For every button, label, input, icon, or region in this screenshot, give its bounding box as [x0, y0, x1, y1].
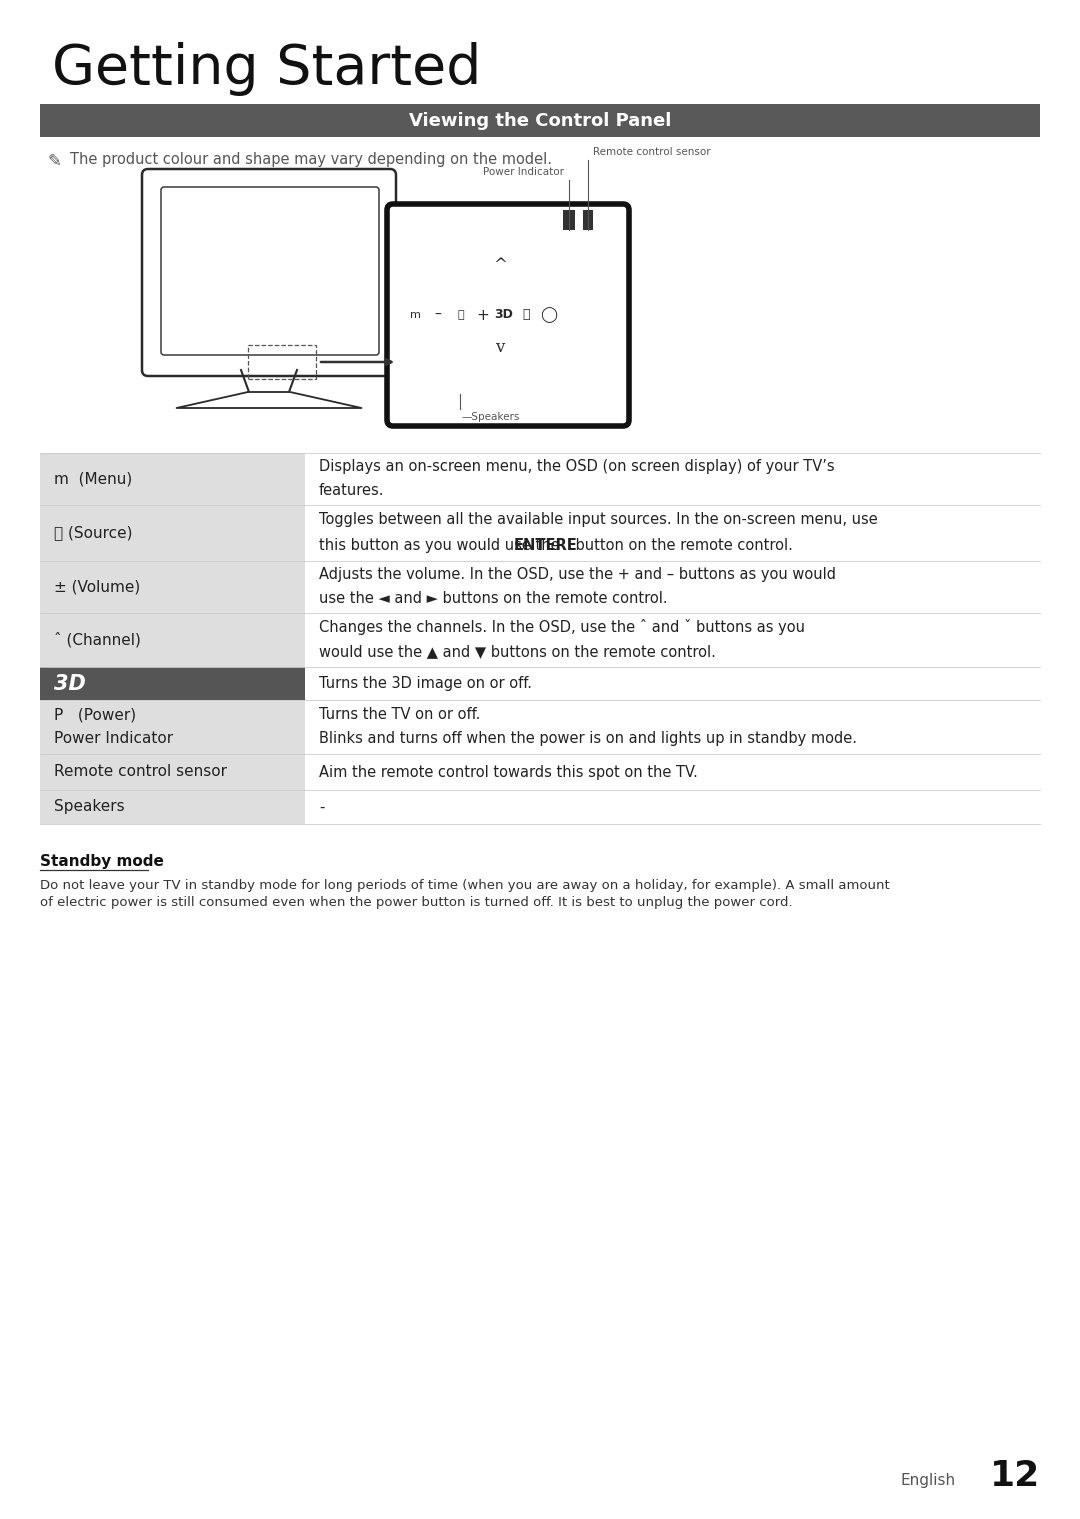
Text: —Speakers: —Speakers — [462, 412, 521, 422]
Bar — [305, 453, 1040, 504]
Text: ^: ^ — [494, 257, 507, 273]
Text: Getting Started: Getting Started — [52, 43, 482, 96]
Bar — [40, 700, 305, 753]
Text: would use the ▲ and ▼ buttons on the remote control.: would use the ▲ and ▼ buttons on the rem… — [319, 644, 716, 659]
Text: m: m — [409, 310, 420, 321]
Bar — [305, 614, 1040, 667]
Text: –: – — [434, 308, 442, 322]
Bar — [40, 504, 305, 561]
Bar — [305, 561, 1040, 614]
Bar — [305, 504, 1040, 561]
Bar — [305, 700, 1040, 753]
Bar — [40, 103, 1040, 137]
Polygon shape — [176, 392, 362, 409]
Text: Remote control sensor: Remote control sensor — [593, 147, 711, 156]
Text: m  (Menu): m (Menu) — [54, 471, 132, 486]
Text: Turns the 3D image on or off.: Turns the 3D image on or off. — [319, 676, 532, 691]
Text: features.: features. — [319, 483, 384, 498]
Bar — [40, 790, 305, 823]
Text: ⏻: ⏻ — [523, 308, 530, 322]
Bar — [40, 667, 305, 700]
Text: Viewing the Control Panel: Viewing the Control Panel — [409, 111, 671, 129]
Text: Blinks and turns off when the power is on and lights up in standby mode.: Blinks and turns off when the power is o… — [319, 731, 858, 746]
Text: ⎗ (Source): ⎗ (Source) — [54, 526, 133, 541]
Text: Toggles between all the available input sources. In the on-screen menu, use: Toggles between all the available input … — [319, 512, 878, 527]
Text: +: + — [476, 307, 489, 322]
Bar — [40, 753, 305, 790]
Text: Power Indicator: Power Indicator — [483, 167, 564, 178]
FancyBboxPatch shape — [387, 204, 629, 425]
Text: ˆ (Channel): ˆ (Channel) — [54, 632, 140, 647]
Text: of electric power is still consumed even when the power button is turned off. It: of electric power is still consumed even… — [40, 896, 793, 908]
Text: Turns the TV on or off.: Turns the TV on or off. — [319, 706, 481, 722]
Text: ◯: ◯ — [540, 307, 557, 324]
Text: Remote control sensor: Remote control sensor — [54, 764, 227, 779]
Text: -: - — [319, 799, 324, 814]
Text: Displays an on-screen menu, the OSD (on screen display) of your TV’s: Displays an on-screen menu, the OSD (on … — [319, 459, 835, 474]
Text: 12: 12 — [990, 1460, 1040, 1493]
Bar — [563, 210, 575, 229]
Text: Aim the remote control towards this spot on the TV.: Aim the remote control towards this spot… — [319, 764, 698, 779]
Text: this button as you would use the: this button as you would use the — [319, 538, 564, 553]
Bar — [583, 210, 593, 229]
Text: Speakers: Speakers — [54, 799, 124, 814]
FancyBboxPatch shape — [161, 187, 379, 355]
Text: ⎗: ⎗ — [458, 310, 464, 321]
FancyBboxPatch shape — [141, 169, 396, 377]
Bar — [305, 753, 1040, 790]
Text: The product colour and shape may vary depending on the model.: The product colour and shape may vary de… — [70, 152, 552, 167]
Text: ± (Volume): ± (Volume) — [54, 580, 140, 594]
Text: 3D: 3D — [54, 673, 86, 694]
Text: Adjusts the volume. In the OSD, use the + and – buttons as you would: Adjusts the volume. In the OSD, use the … — [319, 567, 836, 582]
Text: button on the remote control.: button on the remote control. — [557, 538, 793, 553]
Text: ENTERE: ENTERE — [514, 538, 578, 553]
Text: Changes the channels. In the OSD, use the ˆ and ˇ buttons as you: Changes the channels. In the OSD, use th… — [319, 620, 805, 635]
Text: Standby mode: Standby mode — [40, 854, 164, 869]
Bar — [248, 345, 316, 380]
Text: use the ◄ and ► buttons on the remote control.: use the ◄ and ► buttons on the remote co… — [319, 591, 667, 606]
Bar — [305, 667, 1040, 700]
Bar — [40, 561, 305, 614]
Bar — [305, 790, 1040, 823]
Text: P   (Power): P (Power) — [54, 708, 136, 723]
Text: English: English — [901, 1473, 956, 1489]
Bar — [40, 453, 305, 504]
Text: v: v — [496, 340, 504, 357]
Text: Power Indicator: Power Indicator — [54, 731, 173, 746]
Text: 3D: 3D — [495, 308, 513, 322]
Bar — [40, 614, 305, 667]
Text: ✎: ✎ — [48, 152, 62, 170]
Text: Do not leave your TV in standby mode for long periods of time (when you are away: Do not leave your TV in standby mode for… — [40, 880, 890, 892]
